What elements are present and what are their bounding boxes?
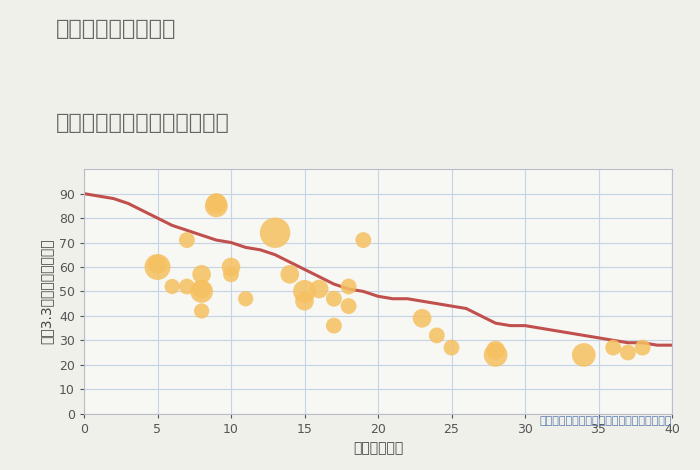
- Point: [211, 200, 222, 207]
- Point: [578, 351, 589, 359]
- Point: [196, 288, 207, 295]
- X-axis label: 築年数（年）: 築年数（年）: [353, 441, 403, 455]
- Point: [181, 236, 193, 244]
- Point: [196, 307, 207, 315]
- Point: [152, 261, 163, 268]
- Point: [637, 344, 648, 352]
- Point: [167, 283, 178, 290]
- Point: [328, 322, 339, 329]
- Point: [152, 263, 163, 271]
- Point: [270, 229, 281, 236]
- Point: [446, 344, 457, 352]
- Text: 岐阜県本巣市温井の: 岐阜県本巣市温井の: [56, 19, 176, 39]
- Point: [343, 302, 354, 310]
- Point: [622, 349, 634, 356]
- Point: [284, 271, 295, 278]
- Point: [196, 271, 207, 278]
- Point: [314, 285, 325, 293]
- Point: [225, 271, 237, 278]
- Y-axis label: 坪（3.3㎡）単価（万円）: 坪（3.3㎡）単価（万円）: [39, 239, 53, 344]
- Text: 円の大きさは、取引のあった物件面積を示す: 円の大きさは、取引のあった物件面積を示す: [540, 416, 672, 426]
- Point: [299, 288, 310, 295]
- Point: [490, 346, 501, 354]
- Point: [240, 295, 251, 303]
- Point: [299, 298, 310, 305]
- Point: [343, 283, 354, 290]
- Point: [211, 202, 222, 210]
- Point: [490, 351, 501, 359]
- Point: [181, 283, 193, 290]
- Point: [225, 263, 237, 271]
- Point: [416, 314, 428, 322]
- Point: [431, 332, 442, 339]
- Point: [328, 295, 339, 303]
- Text: 築年数別中古マンション価格: 築年数別中古マンション価格: [56, 113, 230, 133]
- Point: [608, 344, 619, 352]
- Point: [358, 236, 369, 244]
- Point: [196, 285, 207, 293]
